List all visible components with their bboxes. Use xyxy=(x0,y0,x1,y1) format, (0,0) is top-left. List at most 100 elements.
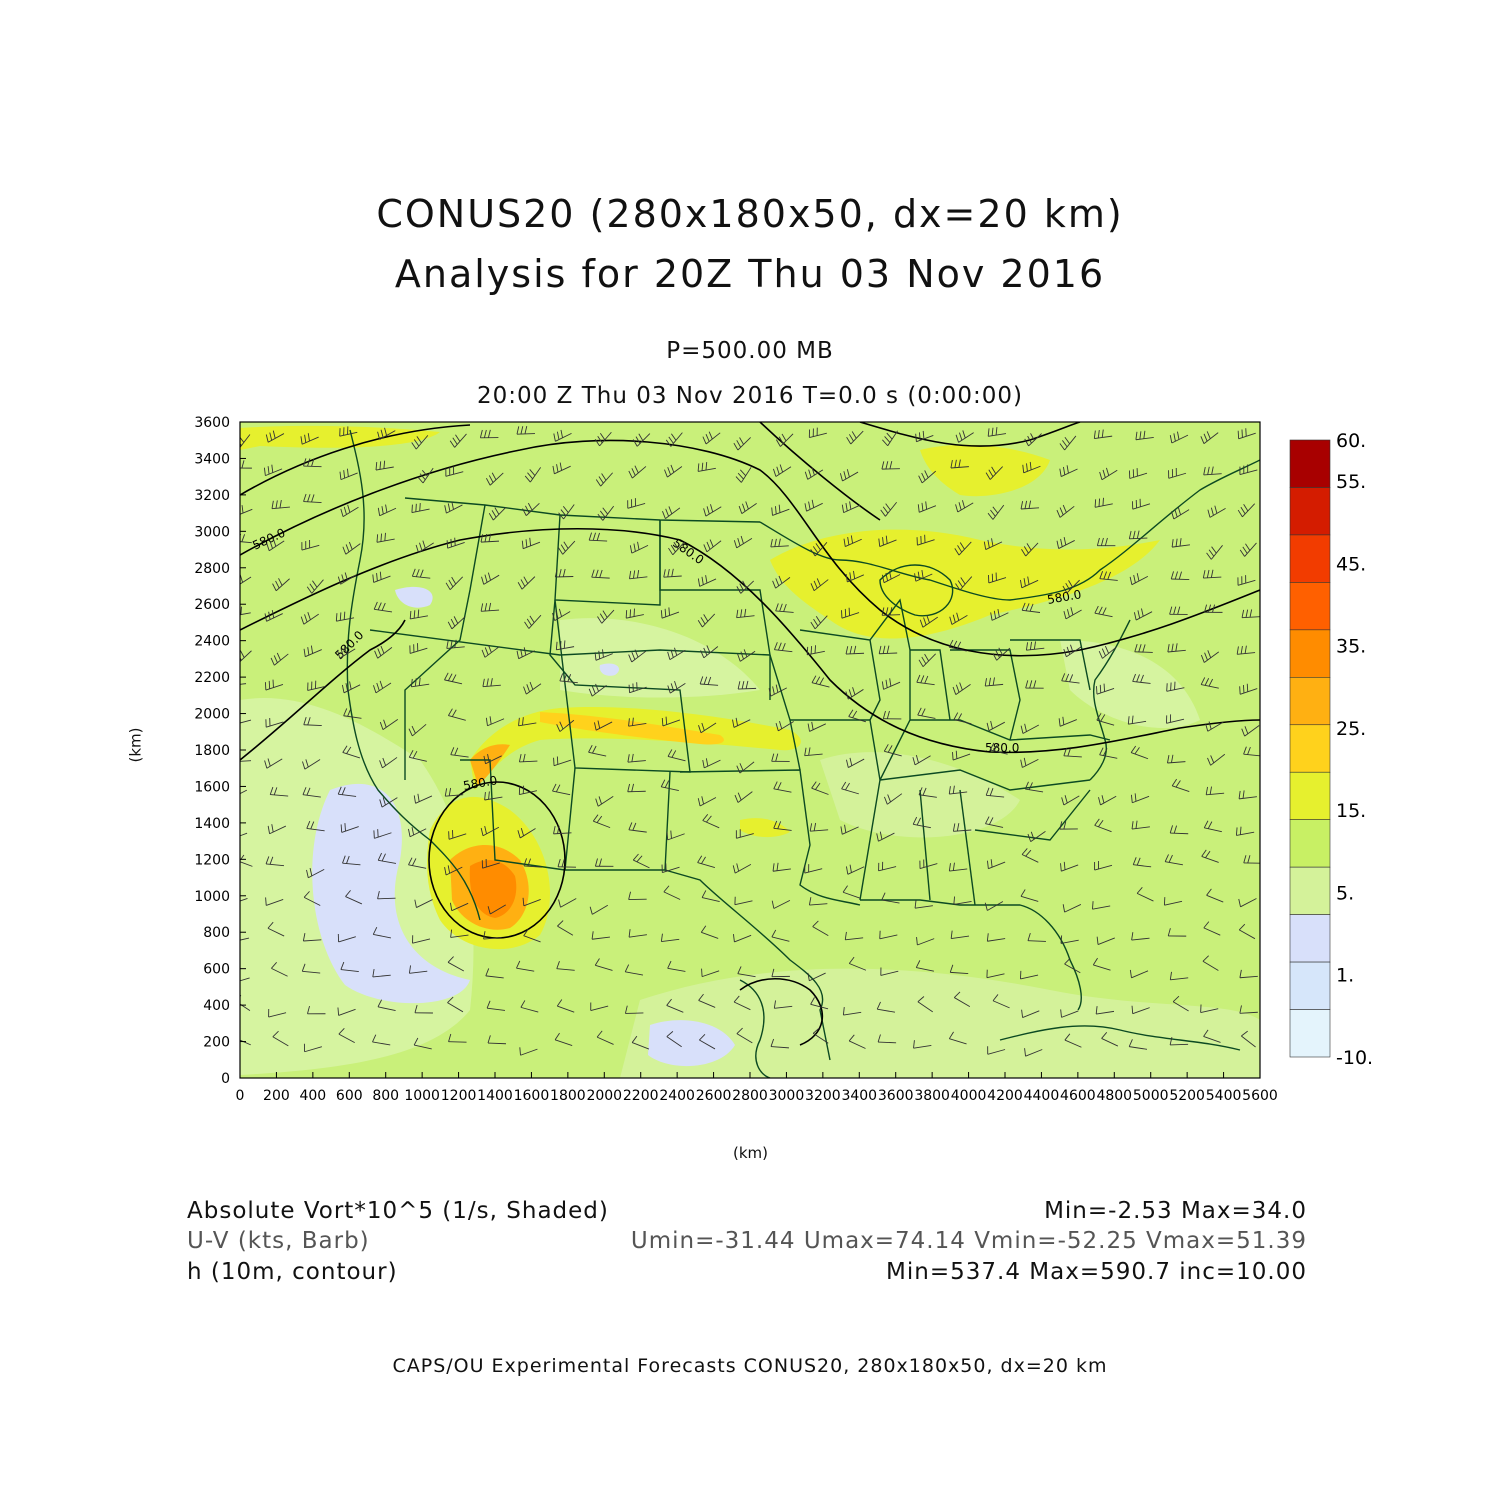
wind-barb-staff xyxy=(268,1012,287,1018)
wind-barb-flag xyxy=(1023,546,1029,554)
wind-barb-flag xyxy=(1241,728,1246,737)
wind-barb-flag xyxy=(772,863,775,872)
wind-barb-flag xyxy=(306,820,311,829)
wind-barb-staff xyxy=(601,609,615,624)
colorbar-label: 35. xyxy=(1336,636,1366,658)
wind-barb-flag xyxy=(667,568,670,578)
wind-barb-flag xyxy=(955,583,961,591)
colorbar-segment xyxy=(1289,866,1331,915)
wind-barb-staff xyxy=(240,576,252,585)
wind-barb-staff xyxy=(303,939,322,942)
wind-barb-flag xyxy=(670,830,672,839)
wind-barb-flag xyxy=(1070,644,1074,653)
chart-title-line2: Analysis for 20Z Thu 03 Nov 2016 xyxy=(394,252,1106,296)
wind-barb-flag xyxy=(486,678,489,687)
wind-barb-staff xyxy=(1170,1043,1189,1046)
wind-barb-staff xyxy=(518,722,537,727)
wind-barb-flag xyxy=(848,689,853,698)
wind-barb-staff xyxy=(304,1046,322,1053)
wind-barb-flag xyxy=(1024,723,1027,732)
wind-barb-flag xyxy=(732,865,736,874)
wind-barb-flag xyxy=(270,657,275,666)
wind-barb-flag xyxy=(849,645,853,654)
wind-barb-staff xyxy=(412,575,431,579)
wind-barb-flag xyxy=(702,813,709,821)
wind-barb-flag xyxy=(377,602,382,611)
wind-barb-flag xyxy=(848,434,854,442)
wind-barb-flag xyxy=(844,931,847,940)
wind-barb-flag xyxy=(408,965,411,974)
wind-barb-flag xyxy=(383,719,387,728)
wind-barb-staff xyxy=(378,859,397,864)
wind-barb-staff xyxy=(266,721,284,728)
wind-barb-flag xyxy=(1239,549,1246,557)
wind-barb-staff xyxy=(669,649,686,660)
wind-barb-staff xyxy=(992,1000,1010,1009)
wind-barb-flag xyxy=(276,652,281,661)
wind-barb-flag xyxy=(450,747,455,755)
wind-barb-staff xyxy=(949,1038,967,1045)
wind-barb-flag xyxy=(234,534,237,542)
wind-barb-flag xyxy=(527,858,531,867)
wind-barb-flag xyxy=(701,462,704,471)
field-negative-utah xyxy=(599,663,620,676)
wind-barb-flag xyxy=(989,788,994,796)
wind-barb-staff xyxy=(377,897,396,900)
y-axis-unit: (km) xyxy=(126,727,145,763)
wind-barb-flag xyxy=(889,678,892,687)
wind-barb-flag xyxy=(733,442,739,451)
wind-barb-flag xyxy=(1107,571,1111,580)
wind-barb-flag xyxy=(737,472,744,480)
wind-barb-staff xyxy=(1027,940,1046,942)
wind-barb-flag xyxy=(597,435,603,444)
wind-barb-flag xyxy=(1173,433,1176,442)
border-tn-south xyxy=(879,769,1091,791)
wind-barb-flag xyxy=(701,722,705,731)
wind-barb-flag xyxy=(778,575,783,584)
wind-barb-staff xyxy=(1238,432,1256,440)
wind-barb-flag xyxy=(1209,786,1212,795)
wind-barb-flag xyxy=(1056,509,1061,518)
wind-barb-flag xyxy=(955,434,959,443)
wind-barb-flag xyxy=(667,685,671,694)
wind-barb-flag xyxy=(777,821,782,829)
wind-barb-flag xyxy=(1128,530,1132,539)
wind-barb-flag xyxy=(987,428,990,437)
wind-barb-flag xyxy=(447,865,451,874)
y-tick-label: 2400 xyxy=(194,634,230,650)
wind-barb-staff xyxy=(240,861,253,867)
wind-barb-flag xyxy=(1024,1048,1026,1057)
wind-barb-flag xyxy=(878,645,882,654)
wind-barb-flag xyxy=(241,534,246,542)
wind-barb-staff xyxy=(1172,1001,1189,1012)
wind-barb-flag xyxy=(881,681,884,690)
wind-barb-flag xyxy=(997,609,1000,618)
mexico-coast xyxy=(739,979,771,1078)
wind-barb-staff xyxy=(667,967,686,972)
wind-barb-flag xyxy=(807,972,810,981)
wind-barb-flag xyxy=(376,534,379,543)
wind-barb-flag xyxy=(1100,714,1106,722)
wind-barb-flag xyxy=(1207,466,1210,475)
wind-barb-flag xyxy=(307,647,310,656)
wind-barb-flag xyxy=(235,656,239,663)
wind-barb-flag xyxy=(957,580,963,588)
x-tick-label: 4000 xyxy=(951,1088,987,1104)
wind-barb-flag xyxy=(635,436,641,444)
wind-barb-staff xyxy=(736,833,754,839)
wind-barb-flag xyxy=(344,823,346,832)
wind-barb-flag xyxy=(487,906,491,915)
wind-barb-flag xyxy=(375,462,378,471)
wind-barb-flag xyxy=(1101,648,1106,657)
wind-barb-flag xyxy=(634,465,639,474)
wind-barb-staff xyxy=(809,903,828,906)
x-tick-label: 4600 xyxy=(1060,1088,1096,1104)
wind-barb-flag xyxy=(1200,677,1206,685)
wind-barb-flag xyxy=(849,501,852,510)
wind-barb-staff xyxy=(1206,894,1224,903)
wind-barb-flag xyxy=(775,753,779,762)
wind-barb-flag xyxy=(491,510,497,518)
wind-barb-flag xyxy=(594,858,598,867)
wind-barb-staff xyxy=(880,970,899,976)
wind-barb-staff xyxy=(1203,927,1221,936)
